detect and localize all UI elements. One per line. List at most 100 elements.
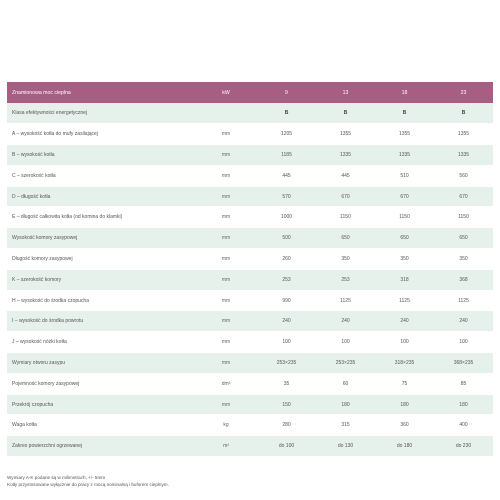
row-value-model-23: 100 xyxy=(434,331,493,354)
footnote-operation: Kotły przystosowane wyłącznie do pracy z… xyxy=(7,482,169,487)
footnote-dimensions: Wymiary A-K podane są w milimetrach, +/-… xyxy=(7,475,106,480)
table-row: Klasa efektywności energetycznej B B B B xyxy=(7,103,493,125)
row-unit: mm xyxy=(195,352,257,374)
row-value-model-13: 60 xyxy=(316,373,375,395)
table-row: Waga kotła kg 280 315 360 400 xyxy=(7,414,493,437)
row-value-model-18: 180 xyxy=(375,394,434,416)
table-row: C – szerokość kotła mm 445 445 510 560 xyxy=(7,165,493,187)
table-row: Długość komory zasypowej mm 260 350 350 350 xyxy=(7,248,493,270)
row-value-model-18: 240 xyxy=(375,310,434,333)
row-value-model-18: 670 xyxy=(375,186,434,208)
row-value-model-18: 1355 xyxy=(375,123,434,146)
table-row: D – długość kotła mm 570 670 670 670 xyxy=(7,186,493,208)
row-unit: mm xyxy=(195,394,257,416)
row-value-model-9: 100 xyxy=(257,331,316,354)
row-value-model-13: 1335 xyxy=(316,144,375,166)
table-row: Pojemność komory zasypowej dm³ 35 60 75 85 xyxy=(7,373,493,395)
row-unit xyxy=(195,103,257,125)
row-value-model-13: 253 xyxy=(316,269,375,291)
table-row: Wysokość komory zasypowej mm 500 650 650 650 xyxy=(7,227,493,250)
row-value-model-13: 315 xyxy=(316,414,375,437)
header-model-18: 18 xyxy=(401,89,408,96)
row-value-model-23: 400 xyxy=(434,414,493,437)
row-value-model-9: 1185 xyxy=(257,144,316,166)
row-value-model-13: 445 xyxy=(316,165,375,187)
table-row: A – wysokość kotła do mufy zasilającej mm… xyxy=(7,123,493,146)
row-value-model-23: 1355 xyxy=(434,123,493,146)
row-value-model-9: 253×235 xyxy=(257,352,316,374)
row-value-model-13: 253×235 xyxy=(316,352,375,374)
row-label: E – długość całkowita kotła (od komina d… xyxy=(7,206,195,229)
row-value-model-18: 650 xyxy=(375,227,434,250)
row-value-model-23: 1335 xyxy=(434,144,493,166)
row-unit: mm xyxy=(195,227,257,250)
row-value-model-9: 570 xyxy=(257,186,316,208)
table-row: Przekrój czopucha mm 150 180 180 180 xyxy=(7,394,493,416)
row-label: H – wysokość do środka czopucha xyxy=(7,290,195,312)
header-model-9: 9 xyxy=(285,89,288,96)
row-label: Długość komory zasypowej xyxy=(7,248,195,270)
header-unit: kW xyxy=(222,89,230,96)
footnotes: Wymiary A-K podane są w milimetrach, +/-… xyxy=(7,474,493,488)
row-unit: m² xyxy=(195,435,257,458)
row-value-model-18: 1125 xyxy=(375,290,434,312)
table-row: K – szerokość komory mm 253 253 318 368 xyxy=(7,269,493,291)
row-unit: mm xyxy=(195,206,257,229)
boiler-spec-table: Znamionowa moc cieplna kW 9 13 18 23 Kla… xyxy=(7,82,493,458)
row-label: Wymiary otworu zasypu xyxy=(7,352,195,374)
row-value-model-23: do 230 xyxy=(434,435,493,458)
row-unit: mm xyxy=(195,165,257,187)
row-unit: mm xyxy=(195,290,257,312)
row-value-model-9: B xyxy=(257,103,316,125)
row-label: D – długość kotła xyxy=(7,186,195,208)
row-value-model-9: 1205 xyxy=(257,123,316,146)
row-value-model-9: 253 xyxy=(257,269,316,291)
row-value-model-13: 100 xyxy=(316,331,375,354)
row-value-model-18: 75 xyxy=(375,373,434,395)
row-value-model-23: 350 xyxy=(434,248,493,270)
row-label: I – wysokość do środka powrotu xyxy=(7,310,195,333)
row-value-model-9: 280 xyxy=(257,414,316,437)
row-value-model-13: 180 xyxy=(316,394,375,416)
row-value-model-23: 180 xyxy=(434,394,493,416)
row-value-model-9: 500 xyxy=(257,227,316,250)
row-value-model-18: 318 xyxy=(375,269,434,291)
row-unit: mm xyxy=(195,144,257,166)
row-label: K – szerokość komory xyxy=(7,269,195,291)
table-row: Zakres powierzchni ogrzewanej m² do 100 do … xyxy=(7,435,493,458)
row-value-model-9: 990 xyxy=(257,290,316,312)
row-unit: mm xyxy=(195,186,257,208)
table-header-row: Znamionowa moc cieplna kW 9 13 18 23 xyxy=(7,82,493,103)
row-label: Pojemność komory zasypowej xyxy=(7,373,195,395)
row-value-model-23: 1150 xyxy=(434,206,493,229)
row-value-model-23: B xyxy=(434,103,493,125)
row-value-model-18: 318×235 xyxy=(375,352,434,374)
row-value-model-18: 100 xyxy=(375,331,434,354)
table-row: I – wysokość do środka powrotu mm 240 240 24… xyxy=(7,310,493,333)
row-value-model-9: 445 xyxy=(257,165,316,187)
row-label: J – wysokość nóżki kotła xyxy=(7,331,195,354)
table-body: Klasa efektywności energetycznej B B B B A – … xyxy=(7,103,493,458)
row-value-model-23: 240 xyxy=(434,310,493,333)
row-label: C – szerokość kotła xyxy=(7,165,195,187)
row-value-model-13: 670 xyxy=(316,186,375,208)
table-row: Wymiary otworu zasypu mm 253×235 253×235 318… xyxy=(7,352,493,374)
row-value-model-13: 1125 xyxy=(316,290,375,312)
table-row: E – długość całkowita kotła (od komina d… xyxy=(7,206,493,229)
row-value-model-9: 240 xyxy=(257,310,316,333)
row-label: Wysokość komory zasypowej xyxy=(7,227,195,250)
table-row: B – wysokość kotła mm 1185 1335 1335 1335 xyxy=(7,144,493,166)
row-value-model-13: do 130 xyxy=(316,435,375,458)
row-unit: mm xyxy=(195,248,257,270)
row-value-model-23: 368×235 xyxy=(434,352,493,374)
row-value-model-18: 510 xyxy=(375,165,434,187)
row-unit: mm xyxy=(195,331,257,354)
row-label: Przekrój czopucha xyxy=(7,394,195,416)
row-label: Zakres powierzchni ogrzewanej xyxy=(7,435,195,458)
row-unit: kg xyxy=(195,414,257,437)
row-value-model-9: 35 xyxy=(257,373,316,395)
row-unit: mm xyxy=(195,123,257,146)
row-label: A – wysokość kotła do mufy zasilającej xyxy=(7,123,195,146)
table-row: J – wysokość nóżki kotła mm 100 100 100 100 xyxy=(7,331,493,354)
row-value-model-18: 1150 xyxy=(375,206,434,229)
